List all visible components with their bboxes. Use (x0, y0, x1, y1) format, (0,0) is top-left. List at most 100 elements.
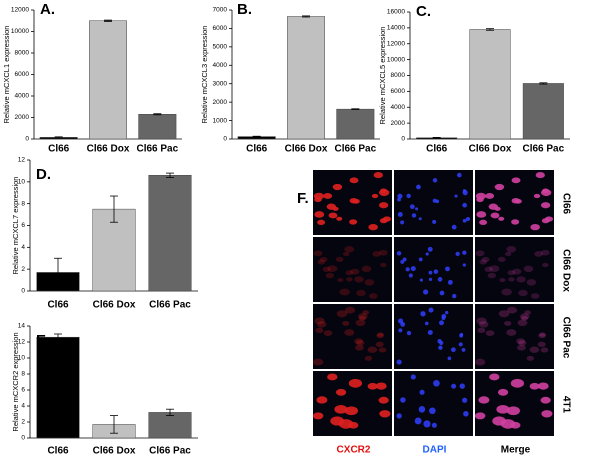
cell (452, 293, 457, 299)
cell (500, 419, 516, 429)
bar (148, 412, 192, 439)
y-axis-label: Relative mCXCL3 expression (200, 26, 209, 124)
cell (518, 340, 527, 346)
cell (530, 223, 540, 231)
y-axis-label: Relative mCXCL7 expression (11, 177, 20, 275)
cell (379, 410, 391, 418)
cell (323, 330, 333, 336)
x-tick-label: Cl66 (47, 300, 69, 311)
cell (451, 347, 456, 353)
column-label: DAPI (423, 445, 447, 456)
cell (499, 278, 506, 283)
cell (447, 356, 452, 361)
cell (420, 311, 426, 317)
cell (540, 396, 551, 404)
y-tick-label: 14 (18, 323, 26, 330)
bar (92, 208, 136, 292)
cell (352, 198, 360, 204)
cell (380, 188, 387, 194)
cell (541, 218, 550, 224)
micrograph-bg (313, 237, 392, 302)
y-tick-label: 3000 (213, 80, 228, 87)
cell (400, 220, 405, 225)
x-tick-label: Cl66 (47, 446, 69, 457)
cell (506, 306, 518, 314)
y-tick-label: 10 (18, 355, 26, 362)
y-tick-label: 7000 (213, 7, 228, 14)
y-axis-label: Relative mCXCR2 expression (11, 332, 20, 431)
cell (344, 306, 356, 314)
micrograph (474, 371, 554, 436)
y-tick-label: 12000 (11, 7, 29, 14)
y-tick-label: 2 (21, 266, 25, 273)
panel-label: F. (297, 190, 309, 207)
cell (356, 289, 366, 297)
cell (429, 407, 436, 415)
cell (431, 422, 437, 428)
cell (505, 251, 512, 257)
cell (314, 317, 325, 325)
cell (533, 193, 541, 199)
cell (396, 359, 402, 365)
cell (484, 266, 493, 273)
cell (408, 273, 413, 278)
cell (344, 406, 358, 416)
bar (469, 29, 511, 140)
panel-label: A. (40, 1, 55, 18)
micrograph (312, 304, 392, 369)
cell (454, 194, 458, 198)
cell (433, 269, 439, 274)
y-tick-label: 2000 (391, 120, 406, 127)
cell (529, 346, 540, 353)
y-tick-label: 8000 (15, 50, 30, 57)
y-tick-label: 5000 (213, 44, 228, 51)
cell (377, 332, 384, 337)
cell (444, 310, 449, 315)
micrograph (474, 304, 554, 369)
cell (362, 310, 370, 315)
cell (316, 321, 327, 328)
cell (478, 396, 490, 404)
cell (462, 397, 468, 403)
x-tick-label: Cl66 Dox (87, 144, 130, 155)
cell (459, 383, 465, 389)
cell (516, 276, 526, 283)
cell (423, 420, 431, 428)
cell (409, 204, 415, 210)
y-tick-label: 4 (21, 244, 25, 251)
cell (396, 413, 402, 419)
y-tick-label: 4000 (213, 62, 228, 69)
cell (451, 224, 457, 230)
cell (319, 256, 328, 263)
cell (415, 207, 419, 211)
cell (518, 289, 528, 297)
y-tick-label: 0 (21, 435, 25, 442)
cell (538, 333, 547, 339)
cell (411, 213, 417, 218)
cell (498, 216, 505, 221)
cell (474, 412, 486, 420)
error-bar (166, 172, 174, 178)
cell (397, 211, 403, 217)
cell (542, 262, 549, 268)
cell (325, 272, 334, 279)
cell (520, 313, 530, 320)
x-tick-label: Cl66 Dox (469, 144, 512, 155)
y-tick-label: 8 (21, 371, 25, 378)
cell (490, 212, 500, 219)
cell (459, 332, 464, 337)
x-tick-label: Cl66 Pac (149, 300, 191, 311)
micrograph (313, 237, 392, 302)
error-bar (539, 82, 548, 85)
cell (506, 246, 517, 253)
cell (489, 265, 500, 272)
panel-label: C. (416, 3, 431, 20)
cell (537, 341, 546, 348)
x-tick-label: Cl66 (48, 144, 70, 155)
cell (461, 347, 466, 352)
bar (287, 16, 325, 140)
x-tick-label: Cl66 Pac (522, 144, 564, 155)
y-axis-label: Relative mCXCL5 expression (378, 27, 387, 125)
cell (410, 266, 416, 272)
cell (358, 313, 368, 320)
